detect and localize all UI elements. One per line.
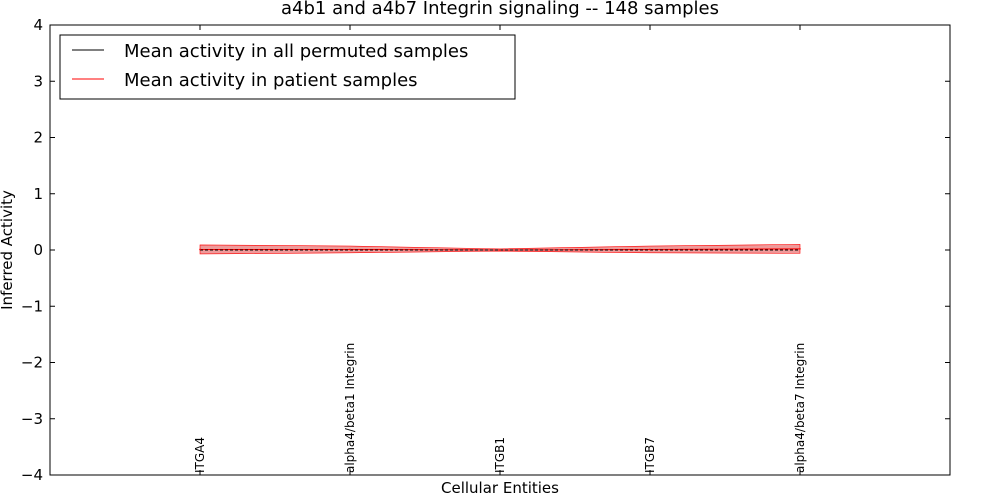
x-category-label: ITGB1 [493, 437, 507, 473]
patient-band [199, 244, 801, 255]
x-axis-label: Cellular Entities [441, 479, 559, 497]
y-axis-label: Inferred Activity [0, 190, 16, 310]
y-axis: 4 3 2 1 0 −1 −2 −3 −4 [21, 16, 950, 484]
y-tick-label: −1 [21, 297, 43, 315]
legend-box [59, 34, 516, 100]
y-tick-label: 1 [33, 185, 43, 203]
legend: Mean activity in all permuted samples Me… [59, 34, 516, 100]
x-axis-categories: ITGA4 alpha4/beta1 Integrin ITGB1 ITGB7 alph… [193, 25, 807, 475]
y-tick-label: −3 [21, 410, 43, 428]
patient-point [649, 248, 651, 251]
x-category-label: alpha4/beta1 Integrin [343, 343, 357, 473]
y-tick-label: −4 [21, 466, 43, 484]
patient-point [199, 248, 201, 251]
y-tick-label: 4 [33, 16, 43, 34]
x-category-label: ITGA4 [193, 437, 207, 473]
patient-point [499, 249, 501, 251]
patient-point [349, 248, 351, 251]
plot-area [199, 244, 801, 255]
x-category-label: alpha4/beta7 Integrin [793, 343, 807, 473]
y-tick-label: −2 [21, 354, 43, 372]
chart-title: a4b1 and a4b7 Integrin signaling -- 148 … [281, 0, 719, 19]
x-category-label: ITGB7 [643, 437, 657, 473]
y-tick-label: 2 [33, 129, 43, 147]
legend-label-permuted: Mean activity in all permuted samples [124, 41, 468, 62]
legend-label-patient: Mean activity in patient samples [124, 70, 418, 91]
y-tick-label: 0 [33, 241, 43, 259]
patient-point [799, 248, 801, 250]
y-tick-label: 3 [33, 72, 43, 90]
